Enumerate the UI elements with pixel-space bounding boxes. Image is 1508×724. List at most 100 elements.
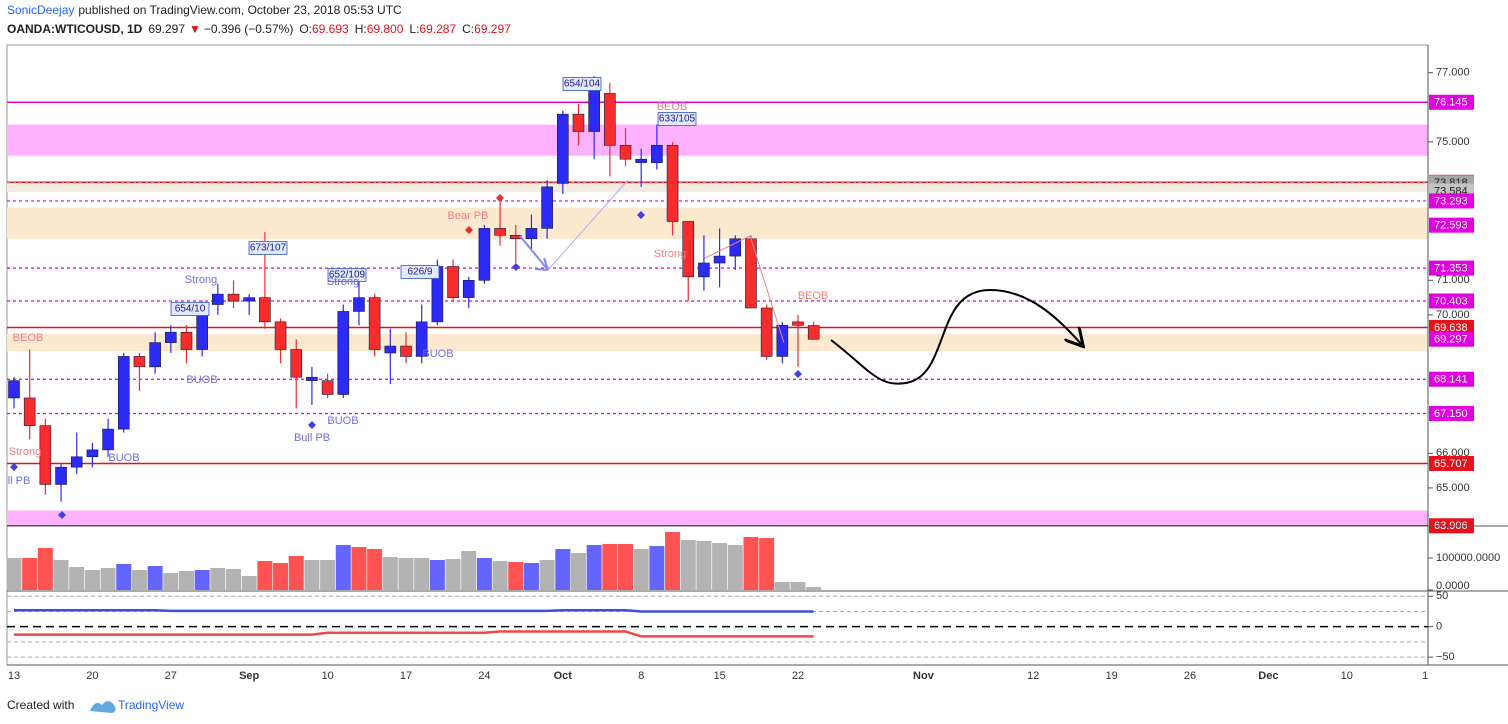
volume-bar xyxy=(53,560,69,590)
volume-bar xyxy=(570,553,586,590)
projection-curve xyxy=(830,288,1082,385)
signal-marker xyxy=(512,263,520,271)
candle-body xyxy=(384,345,397,354)
brand-logo xyxy=(90,701,116,713)
annotation: BUOB xyxy=(327,415,358,427)
candle-body xyxy=(713,255,726,264)
brand[interactable]: TradingView xyxy=(118,698,184,712)
annotation-box xyxy=(562,77,602,91)
candle-body xyxy=(306,376,318,381)
volume-bar xyxy=(759,538,775,590)
price-pane: BEOB Strong ull PB BUOB 654/10 Strong BUOB 673/… xyxy=(2,76,1428,526)
volume-bar xyxy=(727,545,743,590)
signal-marker xyxy=(58,511,66,519)
indicator-line xyxy=(14,630,814,638)
annotation: ull PB xyxy=(2,475,31,487)
annotation: BEOB xyxy=(13,332,44,344)
volume-bar xyxy=(649,546,665,590)
volume-bar xyxy=(116,564,132,590)
volume-bar xyxy=(273,563,289,590)
level-label-bg xyxy=(1429,193,1474,209)
direction: ▼ xyxy=(189,22,201,36)
volume-bar xyxy=(602,544,618,590)
volume-bar xyxy=(398,558,414,590)
indicator-pane: 50 0 −50 xyxy=(7,590,1455,663)
ohlc-value: 69.693 xyxy=(312,22,349,36)
level-label-bg xyxy=(1429,331,1474,347)
signal-marker xyxy=(794,370,802,378)
signal-marker xyxy=(308,421,316,429)
volume-bar xyxy=(194,570,210,590)
annotation-box xyxy=(657,112,697,126)
volume-bar xyxy=(523,563,539,590)
volume-bar xyxy=(586,545,602,590)
x-tick-label: 8 xyxy=(638,670,644,682)
annotation: 652/109 xyxy=(329,270,366,281)
y-tick-label: 77.000 xyxy=(1436,67,1470,79)
x-tick-label: Dec xyxy=(1258,670,1278,682)
y-tick-label: 75.000 xyxy=(1436,136,1470,148)
volume-bar xyxy=(100,568,116,590)
x-tick-label: Sep xyxy=(239,670,259,682)
candle-body xyxy=(588,89,600,132)
volume-bar xyxy=(6,558,22,590)
x-tick-label: 13 xyxy=(8,670,20,682)
level-label: 72.593 xyxy=(1434,220,1468,232)
published: published on TradingView.com, October 23… xyxy=(78,3,402,17)
publish-line: SonicDeejay published on TradingView.com,… xyxy=(7,3,402,17)
level-label: 76.145 xyxy=(1434,97,1468,109)
annotation-box xyxy=(400,265,440,279)
volume-bar xyxy=(712,543,728,590)
volume-bar xyxy=(257,561,273,590)
volume-bar xyxy=(680,540,696,590)
y-tick-label: 100000.0000 xyxy=(1436,552,1500,564)
level-label-bg xyxy=(1429,455,1474,471)
candle-body xyxy=(212,293,224,305)
level-label-bg xyxy=(1429,94,1474,110)
zone xyxy=(7,207,1428,239)
level-label: 65.707 xyxy=(1434,458,1468,470)
candle-body xyxy=(745,238,757,309)
author[interactable]: SonicDeejay xyxy=(7,3,74,17)
level-label-bg xyxy=(1429,260,1474,276)
annotation: Strong xyxy=(185,274,217,286)
ohlc-value: 69.800 xyxy=(367,22,404,36)
symbol-line: OANDA:WTICOUSD, 1D 69.297 ▼ −0.396 (−0.57%)… xyxy=(7,22,511,36)
indicator-line xyxy=(14,609,814,613)
candle-body xyxy=(133,356,146,368)
annotation-box xyxy=(170,302,210,316)
candle-body xyxy=(259,297,271,323)
price-axis: 65.00066.00070.00071.00075.00077.00076.1… xyxy=(1428,67,1474,534)
level-label-bg xyxy=(1429,371,1474,387)
volume-bar xyxy=(382,557,398,590)
zone xyxy=(7,510,1428,526)
y-tick-label: −50 xyxy=(1436,651,1455,663)
candle-body xyxy=(400,345,412,357)
volume-bar xyxy=(210,568,226,590)
annotation: BUOB xyxy=(108,452,139,464)
symbol: OANDA:WTICOUSD, 1D xyxy=(7,22,143,36)
created-with: Created with xyxy=(7,698,74,712)
candle-body xyxy=(321,380,334,395)
signal-marker xyxy=(10,463,18,471)
candle-body xyxy=(760,307,773,357)
candle-body xyxy=(415,321,428,357)
annotation: BEOB xyxy=(657,101,688,113)
volume-bar xyxy=(241,576,257,590)
volume-bar xyxy=(131,570,147,590)
level-label: 67.150 xyxy=(1434,408,1468,420)
annotation: BUOB xyxy=(186,374,217,386)
candle-body xyxy=(86,449,99,458)
ohlc-value: 69.297 xyxy=(474,22,511,36)
level-label-bg xyxy=(1429,406,1474,422)
y-tick-label: 71.000 xyxy=(1436,274,1470,286)
ohlc-key: L: xyxy=(409,22,419,36)
x-tick-label: 22 xyxy=(792,670,804,682)
candle-body xyxy=(698,262,710,278)
x-tick-label: Oct xyxy=(554,670,573,682)
volume-bar xyxy=(461,551,477,590)
signal-marker xyxy=(496,194,504,202)
time-axis: 13 20 27 Sep 10 17 24 Oct 8 15 22 Nov 12 19 26 Dec 10 1 xyxy=(8,670,1428,682)
